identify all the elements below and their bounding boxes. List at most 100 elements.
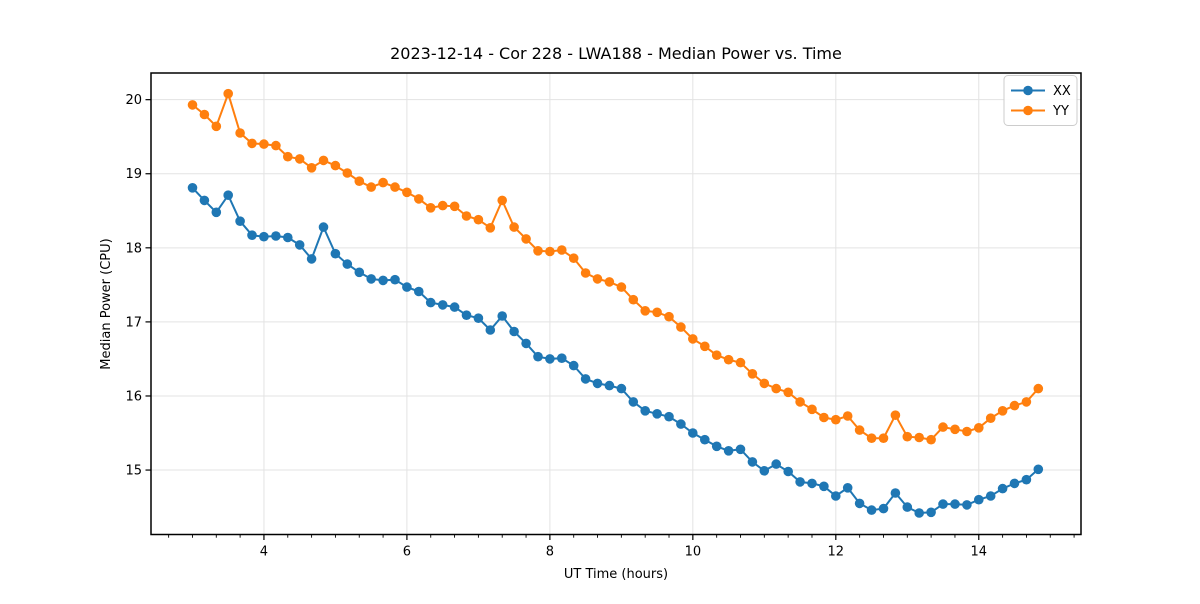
data-point xyxy=(568,253,579,263)
legend: XX YY xyxy=(1003,75,1078,126)
data-point xyxy=(521,338,531,349)
data-point xyxy=(604,380,615,391)
y-tick-label: 19 xyxy=(125,167,142,182)
data-point xyxy=(890,410,901,421)
data-point xyxy=(235,128,245,138)
legend-item-yy: YY xyxy=(1011,104,1069,119)
data-point xyxy=(366,182,377,192)
x-tick-label: 4 xyxy=(260,545,268,560)
data-point xyxy=(652,307,662,318)
data-point xyxy=(807,478,817,489)
data-point xyxy=(294,154,305,164)
data-point xyxy=(402,282,412,292)
data-point xyxy=(485,223,496,233)
data-point xyxy=(771,459,781,469)
x-tick-label: 10 xyxy=(685,545,702,560)
data-point xyxy=(580,374,591,384)
data-point xyxy=(1033,383,1044,394)
data-point xyxy=(271,231,281,241)
data-point xyxy=(1021,474,1032,485)
data-point xyxy=(390,182,400,192)
data-point xyxy=(676,322,686,332)
data-point xyxy=(640,406,650,416)
data-point xyxy=(342,168,353,178)
data-point xyxy=(461,310,472,321)
series-xx-points xyxy=(187,183,1044,518)
axis-ticks xyxy=(145,99,1075,540)
data-point xyxy=(783,387,793,398)
grid-lines xyxy=(151,73,1081,535)
data-point xyxy=(437,300,448,310)
data-point xyxy=(414,286,424,297)
data-point xyxy=(473,214,484,225)
data-point xyxy=(854,498,865,509)
data-point xyxy=(354,267,365,278)
y-axis-label: Median Power (CPU) xyxy=(99,238,114,369)
data-point xyxy=(997,483,1008,494)
data-point xyxy=(795,397,805,407)
data-point xyxy=(878,433,889,444)
data-point xyxy=(747,457,758,467)
y-tick-label: 20 xyxy=(125,93,142,108)
data-point xyxy=(842,411,853,421)
data-point xyxy=(533,246,543,256)
data-point xyxy=(473,313,484,324)
data-point xyxy=(771,383,781,394)
data-point xyxy=(354,176,365,186)
data-point xyxy=(425,203,436,213)
axes-frame xyxy=(150,72,1082,536)
y-tick-label: 15 xyxy=(125,464,142,479)
data-point xyxy=(449,201,460,212)
x-tick-label: 12 xyxy=(828,545,845,560)
data-point xyxy=(592,378,603,389)
data-point xyxy=(187,183,198,193)
data-point xyxy=(664,411,674,422)
data-point xyxy=(652,409,662,419)
data-point xyxy=(1021,397,1032,407)
data-point xyxy=(819,412,829,423)
data-point xyxy=(807,404,817,415)
data-point xyxy=(247,138,257,149)
data-point xyxy=(306,163,317,173)
data-point xyxy=(974,423,984,433)
data-point xyxy=(509,326,519,337)
data-point xyxy=(461,211,472,221)
data-point xyxy=(259,139,269,149)
data-point xyxy=(759,378,770,389)
data-point xyxy=(223,88,233,99)
data-point xyxy=(306,254,317,264)
data-point xyxy=(902,502,913,512)
data-point xyxy=(735,357,746,368)
data-point xyxy=(318,222,329,232)
data-point xyxy=(854,425,865,435)
data-point xyxy=(914,432,924,443)
legend-box xyxy=(1003,75,1078,126)
data-point xyxy=(378,275,388,286)
data-point xyxy=(700,341,710,352)
data-point xyxy=(283,151,293,162)
data-point xyxy=(700,434,710,445)
y-tick-label: 16 xyxy=(125,389,142,404)
data-point xyxy=(318,155,329,166)
data-point xyxy=(378,177,388,188)
data-point xyxy=(866,433,877,444)
data-point xyxy=(271,140,281,151)
data-point xyxy=(521,234,531,244)
x-tick-label: 6 xyxy=(403,545,411,560)
data-point xyxy=(402,187,412,198)
data-point xyxy=(533,351,543,362)
data-point xyxy=(497,195,508,206)
data-point xyxy=(723,354,734,365)
data-point xyxy=(938,499,948,509)
data-series xyxy=(187,88,1044,518)
data-point xyxy=(247,230,257,240)
data-point xyxy=(211,121,222,132)
x-tick-label: 14 xyxy=(971,545,988,560)
data-point xyxy=(557,245,567,255)
data-point xyxy=(628,294,639,305)
legend-label: YY xyxy=(1052,104,1069,119)
data-point xyxy=(985,491,996,501)
data-point xyxy=(545,246,555,257)
